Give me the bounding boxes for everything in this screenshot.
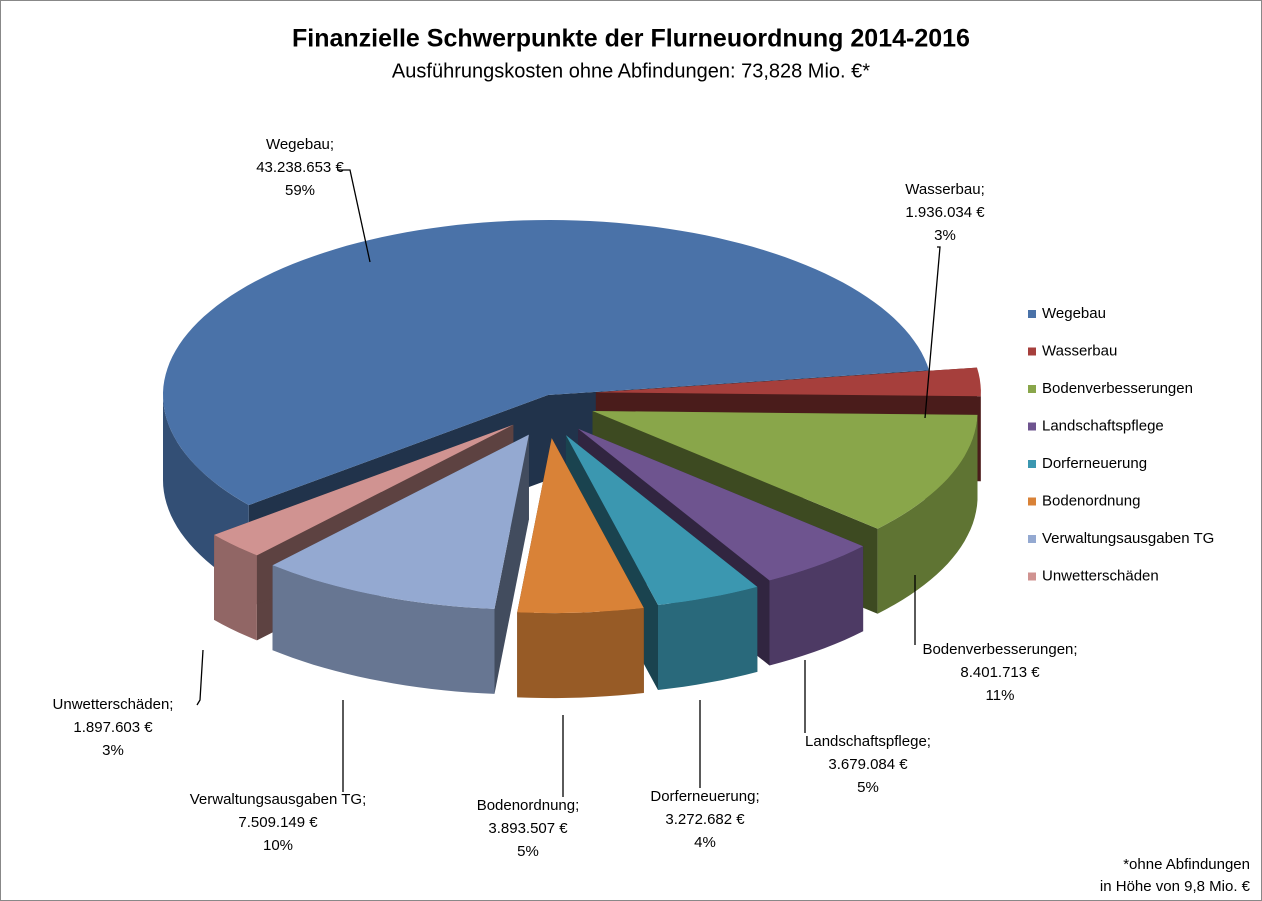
legend-label: Bodenordnung [1042,492,1140,509]
legend-swatch [1028,460,1036,468]
slice-wall [517,608,644,699]
slice [595,367,981,397]
slice [578,428,864,581]
legend-swatch [1028,347,1036,356]
category-name: Bodenverbesserungen [922,641,1073,658]
separator: ; [755,788,759,805]
legend-swatch [1028,385,1036,393]
data-label-value: 1.897.603 € [73,719,153,736]
separator: ; [981,181,985,198]
legend-label: Bodenverbesserungen [1042,380,1193,397]
leader-line [196,649,204,706]
category-name: Dorferneuerung [650,788,755,805]
data-label-percent: 5% [517,843,539,860]
separator: ; [330,136,334,153]
data-label-value: 8.401.713 € [960,664,1040,681]
footnote: in Höhe von 9,8 Mio. € [1100,878,1251,895]
separator: ; [927,733,931,750]
category-name: Verwaltungsausgaben TG [190,791,362,808]
data-label-percent: 5% [857,779,879,796]
pie [163,220,981,699]
legend-label: Wasserbau [1042,342,1117,359]
data-label-percent: 4% [694,834,716,851]
data-label-name: Unwetterschäden; [53,696,174,713]
data-label-percent: 3% [102,742,124,759]
data-label-value: 3.893.507 € [488,820,568,837]
legend: Wegebau Wasserbau Bodenverbesserungen Lands… [1028,305,1214,584]
data-label-percent: 3% [934,227,956,244]
legend-label: Wegebau [1042,305,1106,322]
data-label-value: 3.272.682 € [665,811,745,828]
slice [592,411,978,529]
chart-subtitle: Ausführungskosten ohne Abfindungen: 73,8… [392,60,870,82]
slice-wall [272,565,495,694]
data-label-name: Dorferneuerung; [650,788,759,805]
data-label-name: Bodenordnung; [477,797,580,814]
slice-wall [214,534,257,641]
legend-label: Landschaftspflege [1042,417,1164,434]
slice-wall [877,414,978,614]
legend-label: Dorferneuerung [1042,455,1147,472]
data-label-percent: 10% [263,837,293,854]
category-name: Wasserbau [905,181,980,198]
data-labels: Wegebau; 43.238.653 € 59% Wasserbau; 1.936.0… [53,136,1078,860]
legend-swatch [1028,497,1036,506]
category-name: Landschaftspflege [805,733,927,750]
slice [163,220,930,506]
legend-swatch [1028,422,1036,431]
legend-label: Unwetterschäden [1042,567,1159,584]
slice [214,424,514,556]
separator: ; [575,797,579,814]
separator: ; [362,791,366,808]
legend-swatch [1028,310,1036,318]
category-name: Bodenordnung [477,797,575,814]
data-label-value: 43.238.653 € [256,159,344,176]
legend-label: Verwaltungsausgaben TG [1042,530,1214,547]
data-label-value: 3.679.084 € [828,756,908,773]
data-label-name: Bodenverbesserungen; [922,641,1077,658]
data-label-name: Wasserbau; [905,181,984,198]
legend-swatch [1028,572,1036,581]
separator: ; [169,696,173,713]
chart-title: Finanzielle Schwerpunkte der Flurneuordn… [292,25,970,53]
legend-swatch [1028,535,1036,543]
leader-line [337,169,371,263]
leader-line [924,246,941,419]
data-label-percent: 11% [986,687,1015,704]
category-name: Wegebau [266,136,330,153]
slice [272,434,529,609]
data-label-name: Landschaftspflege; [805,733,931,750]
slice-wall [658,586,758,690]
separator: ; [1073,641,1077,658]
data-label-percent: 59% [285,182,315,199]
slice [517,438,644,614]
data-label-name: Wegebau; [266,136,334,153]
data-label-name: Verwaltungsausgaben TG; [190,791,367,808]
slice [565,435,758,605]
data-label-value: 1.936.034 € [905,204,985,221]
slice-wall [769,546,864,666]
footnote: *ohne Abfindungen [1123,856,1250,873]
category-name: Unwetterschäden [53,696,170,713]
data-label-value: 7.509.149 € [238,814,318,831]
